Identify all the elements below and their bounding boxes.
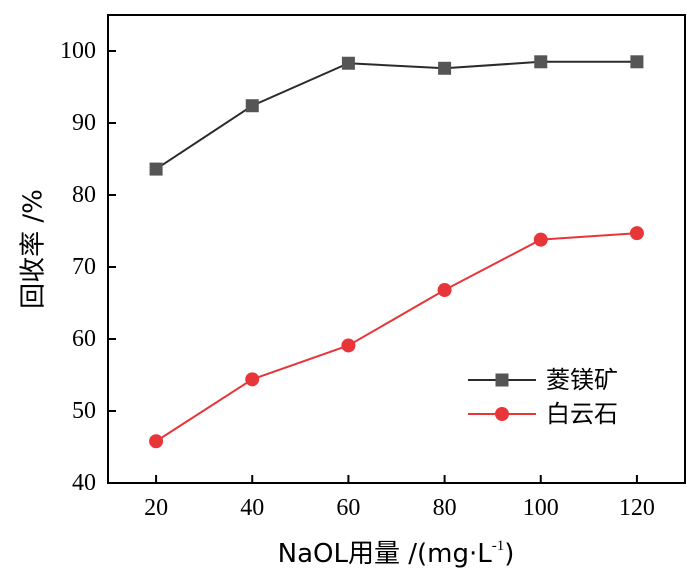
series-1-point-3 — [341, 56, 355, 70]
series-1-point-2 — [245, 99, 259, 113]
y-tick-label-50: 50 — [72, 398, 96, 424]
y-tick-label-70: 70 — [72, 254, 96, 280]
axis-ticks: 40 50 60 70 80 90 100 20 40 60 80 100 120 — [60, 38, 655, 521]
y-axis-title: 回收率 /% — [19, 189, 49, 309]
series-1-point-6 — [630, 55, 644, 69]
series-1-point-5 — [534, 55, 548, 69]
x-tick-label-60: 60 — [336, 495, 360, 521]
series-2 — [149, 226, 644, 449]
series-2-point-6 — [629, 226, 644, 241]
y-tick-label-80: 80 — [72, 182, 96, 208]
series-2-point-2 — [245, 372, 260, 387]
series-1-point-1 — [149, 162, 163, 176]
series-1-point-4 — [438, 61, 452, 75]
x-tick-label-40: 40 — [240, 495, 264, 521]
y-tick-label-40: 40 — [72, 470, 96, 496]
x-tick-label-80: 80 — [433, 495, 457, 521]
series-2-point-4 — [437, 283, 452, 298]
x-tick-label-20: 20 — [144, 495, 168, 521]
x-tick-label-100: 100 — [523, 495, 559, 521]
series-1-line — [155, 60, 637, 170]
legend-marker-1 — [495, 373, 509, 387]
x-axis-title-suffix: ) — [504, 539, 514, 569]
y-tick-label-60: 60 — [72, 326, 96, 352]
legend-label-1: 菱镁矿 — [546, 366, 618, 394]
series-2-point-1 — [149, 434, 164, 449]
series-2-point-3 — [341, 338, 356, 353]
legend-marker-2 — [495, 407, 509, 421]
plot-frame — [107, 14, 686, 484]
x-axis-title: NaOL用量 /(mg·L-1) — [278, 538, 515, 569]
series-2-line — [155, 232, 637, 443]
y-tick-label-100: 100 — [60, 38, 96, 64]
legend-item-1: 菱镁矿 — [468, 366, 618, 394]
y-tick-label-90: 90 — [72, 110, 96, 136]
x-tick-label-120: 120 — [619, 495, 655, 521]
legend-item-2: 白云石 — [468, 400, 618, 428]
x-axis-title-main: NaOL用量 /(mg·L — [278, 539, 493, 569]
series-layer — [149, 55, 644, 449]
series-1 — [149, 55, 644, 176]
x-axis-title-sup: -1 — [492, 538, 505, 554]
legend-label-2: 白云石 — [546, 400, 618, 428]
series-2-point-5 — [533, 232, 548, 247]
